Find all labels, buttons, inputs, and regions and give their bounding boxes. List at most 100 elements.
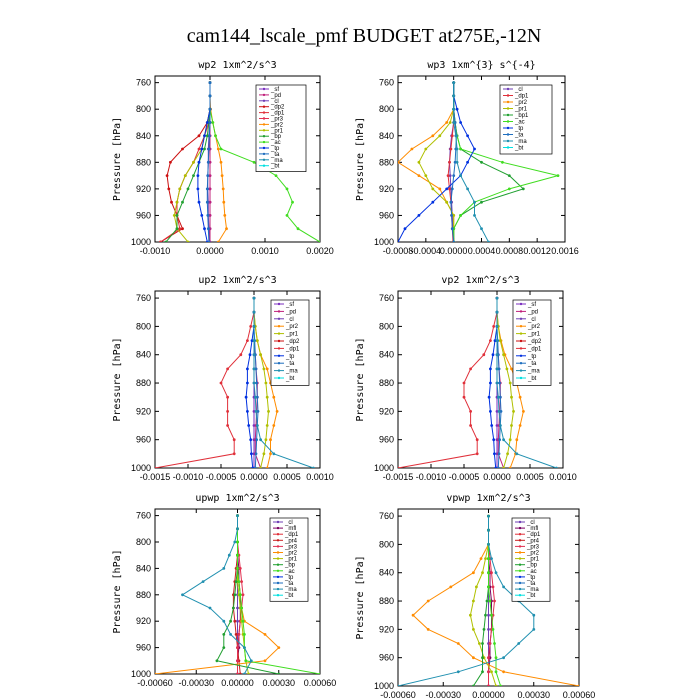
y-axis-label: Pressure [hPa] xyxy=(355,117,366,201)
legend-marker xyxy=(519,376,523,380)
data-point-ma xyxy=(229,633,233,636)
data-point-ta xyxy=(450,187,454,191)
data-point-pr1 xyxy=(172,214,176,217)
data-point-pr1 xyxy=(481,571,484,575)
legend-label: _bp xyxy=(526,563,538,569)
data-point-tp xyxy=(493,339,497,342)
panel-title: wp3 1xm^{3} s^{-4} xyxy=(427,60,535,71)
data-point-ta xyxy=(450,214,453,217)
data-point-ma xyxy=(252,367,256,371)
data-point-tp xyxy=(459,121,462,124)
legend-label: _tp xyxy=(284,575,294,581)
data-point-ac xyxy=(490,613,493,617)
legend-marker xyxy=(519,302,523,306)
data-point-bp xyxy=(215,659,219,663)
data-point-dp1 xyxy=(469,410,472,413)
legend-marker xyxy=(276,551,280,554)
data-point-ma xyxy=(208,606,212,610)
data-point-dp1 xyxy=(462,395,466,399)
legend-label: _pr4 xyxy=(284,538,298,544)
data-point-dp2 xyxy=(170,200,173,204)
data-point-dp1 xyxy=(232,438,236,442)
legend-label: _bt xyxy=(270,164,280,170)
data-point-pr1 xyxy=(424,174,428,178)
data-point-tp xyxy=(205,121,209,124)
data-point-ma xyxy=(494,571,498,575)
series-line-bp xyxy=(216,515,279,674)
x-tick-label: -0.0005 xyxy=(206,472,237,482)
legend-label: _ta xyxy=(514,133,524,139)
legend-marker xyxy=(519,332,523,335)
data-point-bp xyxy=(203,147,206,151)
data-point-dp1 xyxy=(482,353,486,357)
data-point-ma xyxy=(555,466,558,468)
data-point-bp1 xyxy=(521,187,525,191)
x-tick-label: 0.0005 xyxy=(273,472,301,482)
data-point-dp1 xyxy=(219,381,223,385)
legend-marker xyxy=(262,117,266,120)
x-tick-label: -0.0008 xyxy=(383,246,414,256)
plot-frame xyxy=(154,290,321,469)
data-point-dp1 xyxy=(448,187,451,191)
series-line-pr2 xyxy=(209,82,228,242)
data-point-dp1 xyxy=(159,240,162,242)
data-point-ta xyxy=(206,160,210,164)
legend-marker xyxy=(276,563,280,566)
legend-label: _bt xyxy=(284,593,294,599)
series-line-pr2 xyxy=(155,515,280,674)
legend-marker xyxy=(276,539,280,542)
data-point-bp xyxy=(164,240,168,242)
data-point-pr2 xyxy=(411,613,415,617)
x-tick-label: -0.0004 xyxy=(411,246,442,256)
data-point-pr1 xyxy=(478,642,481,645)
legend-marker xyxy=(519,310,523,313)
data-point-pr2 xyxy=(216,147,220,151)
data-point-pd xyxy=(208,174,212,178)
data-point-pr2 xyxy=(518,395,522,399)
legend-label: _pr2 xyxy=(284,551,298,557)
y-tick-label: 840 xyxy=(379,131,394,141)
data-point-pr1 xyxy=(417,160,421,164)
data-point-dp1 xyxy=(446,174,450,178)
data-point-ac xyxy=(236,567,239,570)
data-point-ac xyxy=(487,585,490,589)
data-point-ma xyxy=(495,310,499,314)
data-point-ma xyxy=(466,187,469,191)
data-point-ma xyxy=(487,543,490,546)
x-tick-label: -0.0015 xyxy=(383,472,414,482)
data-point-ma xyxy=(456,670,460,674)
legend-marker xyxy=(518,569,522,572)
legend-label: _sf xyxy=(527,302,536,308)
data-point-pr1 xyxy=(186,240,190,242)
data-point-dp1 xyxy=(246,339,249,342)
data-point-dp1 xyxy=(226,367,230,371)
y-tick-label: 920 xyxy=(379,184,394,194)
legend-label: _ta xyxy=(285,361,295,367)
data-point-ta xyxy=(452,240,456,242)
panel-title: upwp 1xm^2/s^3 xyxy=(195,493,279,504)
legend-marker xyxy=(277,332,281,335)
legend-marker xyxy=(277,310,281,313)
data-point-pr3 xyxy=(236,659,239,663)
data-point-ta xyxy=(208,107,212,111)
legend-marker xyxy=(262,93,266,97)
legend-label: _cl xyxy=(284,520,293,526)
data-point-tp xyxy=(492,438,496,442)
legend-marker xyxy=(277,369,281,372)
data-point-ta xyxy=(498,438,501,442)
x-tick-label: 0.0010 xyxy=(549,472,577,482)
legend-marker xyxy=(506,94,510,97)
legend-marker xyxy=(506,146,510,149)
y-tick-label: 800 xyxy=(136,321,151,331)
legend-marker xyxy=(276,594,280,597)
data-point-dp1 xyxy=(450,134,454,138)
x-tick-label: -0.0005 xyxy=(449,472,480,482)
data-point-dp1 xyxy=(469,424,472,427)
legend-label: _pr1 xyxy=(514,107,528,113)
data-point-ma xyxy=(243,672,246,674)
data-point-ma xyxy=(495,325,499,328)
legend-label: _pr3 xyxy=(270,117,284,123)
panel-3: vp2 1xm^2/s^37608008408809209601000-0.00… xyxy=(355,275,577,482)
legend-label: _bt xyxy=(526,593,536,599)
data-point-ma xyxy=(480,227,483,231)
